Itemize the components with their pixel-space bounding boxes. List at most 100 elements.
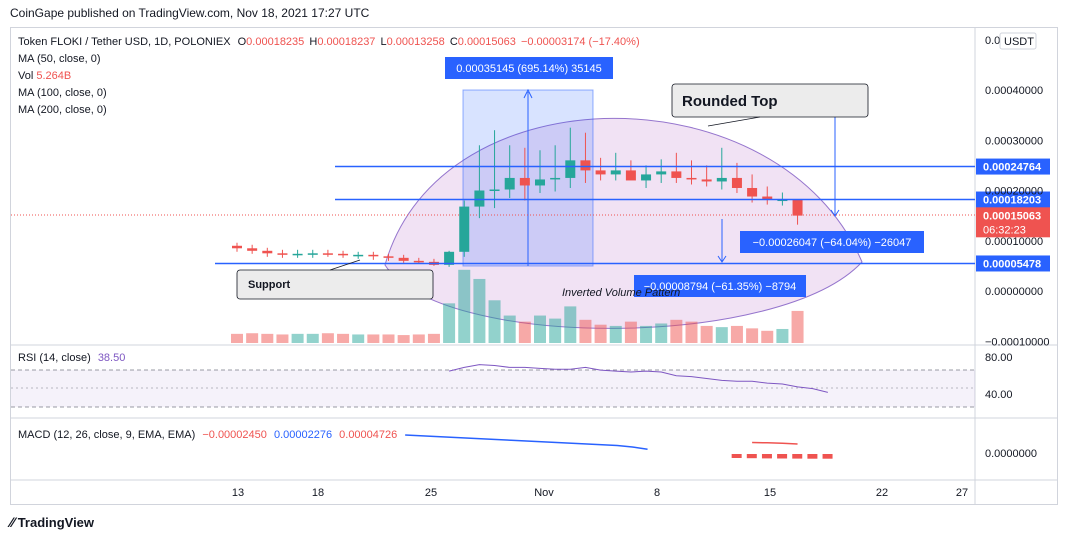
volume-bar	[746, 328, 759, 343]
open-label: O	[237, 36, 247, 48]
candle	[519, 147, 530, 201]
volume-bars	[231, 269, 804, 343]
time-axis: 13 18 25 Nov 8 15 22 27	[232, 487, 968, 499]
candle-body	[292, 253, 303, 256]
macd-histogram-bar	[807, 454, 818, 459]
chart-frame	[10, 27, 1058, 505]
candle	[262, 247, 273, 257]
volume-bar	[443, 303, 456, 343]
macd-tick: 0.0000000	[985, 448, 1037, 460]
legend-ma50[interactable]: MA (50, close, 0)	[18, 53, 101, 65]
candle-body	[413, 260, 424, 263]
close-label: C	[449, 36, 458, 48]
legend-vol[interactable]: Vol 5.264B	[18, 69, 71, 83]
candle	[565, 127, 576, 188]
volume-bar	[594, 324, 607, 343]
candle-body	[535, 179, 545, 186]
macd-line	[405, 434, 648, 450]
candle-body	[792, 199, 803, 216]
rounded-top-pointer	[707, 116, 761, 127]
candle	[338, 250, 349, 258]
macd-value-2: 0.00002276	[273, 429, 333, 441]
rsi-value: 38.50	[97, 352, 126, 364]
candle	[307, 249, 318, 258]
volume-bar	[700, 325, 713, 343]
volume-bar	[655, 323, 668, 343]
candle	[792, 199, 803, 225]
candle-body	[686, 177, 697, 180]
symbol-name[interactable]: Token FLOKI / Tether USD, 1D, POLONIEX	[18, 36, 231, 48]
tv-logo-icon: ⁄⁄	[10, 514, 15, 530]
candle-body	[398, 257, 409, 261]
candle-body	[368, 254, 379, 257]
rise-arrow-head	[523, 88, 533, 99]
price-tick: 0.00020000	[985, 186, 1043, 198]
volume-bar	[276, 334, 289, 343]
macd-histogram-bar	[777, 454, 788, 459]
candle-body	[444, 251, 455, 265]
candle-body	[777, 199, 788, 202]
volume-bar	[730, 325, 743, 343]
legend-rsi[interactable]: RSI (14, close) 38.50	[18, 351, 125, 365]
candle	[595, 157, 606, 181]
macd-series	[405, 434, 833, 459]
volume-bar	[231, 333, 243, 343]
volume-bar	[564, 306, 577, 343]
volume-bar	[367, 334, 380, 343]
rsi-tick: 40.00	[985, 389, 1013, 401]
publish-header: CoinGape published on TradingView.com, N…	[10, 6, 370, 20]
candle-body	[262, 250, 273, 254]
candle	[731, 162, 742, 194]
price-axis: 0.00040000 0.00030000 0.00020000 0.00010000…	[976, 32, 1050, 460]
rsi-line	[448, 364, 828, 393]
candle	[489, 130, 500, 209]
legend-ma200[interactable]: MA (200, close, 0)	[18, 104, 107, 116]
rsi-label: RSI (14, close)	[18, 352, 91, 364]
macd-label: MACD (12, 26, close, 9, EMA, EMA)	[18, 429, 196, 441]
time-tick: 8	[654, 487, 660, 499]
level-tag-text: 0.00005478	[983, 258, 1041, 270]
candle-body	[459, 206, 470, 252]
macd-histogram-bar	[746, 454, 757, 459]
candle-body	[277, 253, 288, 255]
drop1-label: −0.00026047 (−64.04%) −26047	[753, 237, 912, 249]
volume-bar	[624, 321, 637, 343]
rsi-tick: 80.00	[985, 352, 1013, 364]
level-tag-text: 0.00024764	[983, 162, 1042, 174]
volume-bar	[640, 325, 653, 343]
volume-bar	[518, 321, 531, 343]
volume-bar	[579, 319, 592, 343]
candle	[671, 152, 682, 183]
macd-histogram-bar	[792, 454, 803, 459]
legend-macd[interactable]: MACD (12, 26, close, 9, EMA, EMA) −0.000…	[18, 428, 397, 442]
price-tick: −0.00010000	[985, 336, 1050, 348]
volume-bar	[261, 333, 274, 343]
time-tick: 22	[876, 487, 888, 499]
macd-histogram-bar	[822, 454, 833, 459]
candle	[322, 249, 333, 257]
countdown-text: 06:32:23	[983, 224, 1026, 236]
volume-bar	[609, 325, 622, 343]
price-tick: 0.00000000	[985, 286, 1043, 298]
pattern-label: Inverted Volume Pattern	[562, 287, 680, 299]
candles	[232, 127, 803, 267]
volume-bar	[412, 334, 425, 343]
candle-body	[656, 171, 667, 175]
currency-label: USDT	[1004, 36, 1034, 48]
candle-body	[519, 177, 530, 186]
time-tick: Nov	[534, 487, 554, 499]
candle-body	[747, 187, 758, 197]
legend-ma100[interactable]: MA (100, close, 0)	[18, 87, 107, 99]
volume-bar	[761, 330, 774, 343]
volume-bar	[352, 334, 365, 343]
candle	[247, 244, 258, 254]
candle-body	[671, 171, 682, 178]
vol-value: 5.264B	[36, 70, 72, 82]
support-pointer	[329, 259, 361, 271]
candle-body	[550, 177, 561, 180]
low-label: L	[380, 36, 387, 48]
volume-bar	[488, 300, 501, 343]
rise-label: 0.00035145 (695.14%) 35145	[456, 63, 602, 75]
candle-body	[489, 189, 500, 191]
